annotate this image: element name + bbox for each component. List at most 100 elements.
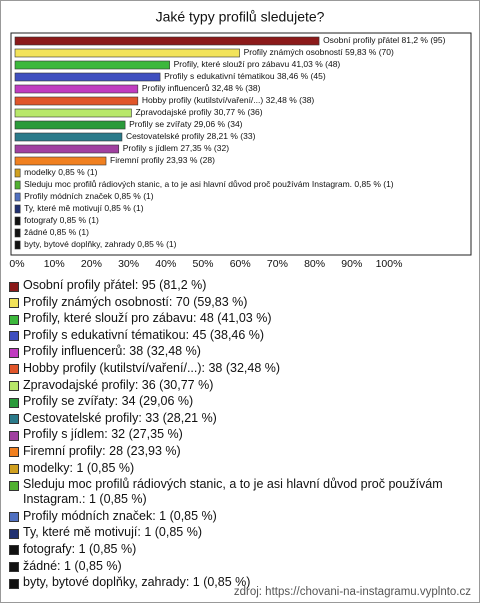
legend-swatch — [9, 381, 19, 392]
x-tick-label: 0% — [9, 258, 24, 270]
legend-item: Profily influencerů: 38 (32,48 %) — [9, 344, 471, 359]
bar-value-label: 0,85 % (1) — [50, 227, 89, 237]
bar-value-label: 0,85 % (1) — [58, 167, 97, 177]
bar-value-label: 23,93 % (28) — [166, 155, 215, 165]
x-tick-label: 90% — [341, 258, 362, 270]
legend-label: Sleduju moc profilů rádiových stanic, a … — [23, 477, 443, 507]
plot-frame — [10, 32, 472, 256]
bar-category: Profily módních značek — [24, 191, 113, 201]
plot: Jaké typy profilů sledujete? 0% 10% 20% 30%… — [9, 9, 472, 270]
bar — [14, 36, 320, 46]
bar-label: žádné 0,85 % (1) — [24, 227, 89, 237]
legend-swatch — [9, 512, 19, 523]
legend-item: Hobby profily (kutilství/vaření/...): 38… — [9, 361, 471, 376]
legend-swatch — [9, 447, 19, 458]
x-tick-label: 30% — [118, 258, 139, 270]
bar-label: Profily módních značek 0,85 % (1) — [24, 191, 154, 201]
bar-category: Profily, které slouží pro zábavu — [174, 59, 290, 69]
bar-label: Profily s jídlem 27,35 % (32) — [123, 143, 229, 153]
legend-swatch — [9, 480, 19, 491]
bar-value-label: 0,85 % (1) — [60, 215, 99, 225]
bar — [14, 96, 139, 106]
chart-title: Jaké typy profilů sledujete? — [156, 9, 325, 25]
x-tick-label: 40% — [155, 258, 176, 270]
bar-value-label: 0,85 % (1) — [137, 239, 176, 249]
bar-label: Ty, které mě motivují 0,85 % (1) — [24, 203, 144, 213]
legend-label: Profily se zvířaty: 34 (29,06 %) — [23, 394, 194, 409]
bar — [14, 60, 170, 70]
legend-label: Profily módních značek: 1 (0,85 %) — [23, 508, 217, 523]
legend-swatch — [9, 314, 19, 325]
bar-label: Profily se zvířaty 29,06 % (34) — [129, 119, 243, 129]
bar-category: Firemní profily — [110, 155, 165, 165]
bar — [14, 108, 132, 118]
legend-item: byty, bytové doplňky, zahrady: 1 (0,85 %… — [9, 575, 471, 590]
bar — [14, 72, 161, 82]
bar-category: Zpravodajské profily — [135, 107, 212, 117]
legend-label: Profily s edukativní tématikou: 45 (38,4… — [23, 327, 265, 342]
bar-label: Profily influencerů 32,48 % (38) — [142, 83, 261, 93]
legend-label: fotografy: 1 (0,85 %) — [23, 541, 137, 556]
x-tick-label: 70% — [267, 258, 288, 270]
bar-label: byty, bytové doplňky, zahrady 0,85 % (1) — [24, 239, 176, 249]
legend-label: Profily, které slouží pro zábavu: 48 (41… — [23, 311, 272, 326]
legend-swatch — [9, 298, 19, 309]
bar-value-label: 0,85 % (1) — [354, 179, 393, 189]
bar — [14, 120, 126, 130]
x-tick-label: 100% — [376, 258, 403, 270]
legend-item: Profily s edukativní tématikou: 45 (38,4… — [9, 328, 471, 343]
source: zdroj: https://chovani-na-instagramu.vyp… — [233, 586, 471, 598]
legend-item: Profily módních značek: 1 (0,85 %) — [9, 509, 471, 524]
bar-label: Firemní profily 23,93 % (28) — [110, 155, 215, 165]
legend-swatch — [9, 430, 19, 441]
legend-item: Profily známých osobností: 70 (59,83 %) — [9, 295, 471, 310]
bar-value-label: 32,48 % (38) — [212, 83, 261, 93]
legend-item: žádné: 1 (0,85 %) — [9, 559, 471, 574]
bar-category: Ty, které mě motivují — [24, 203, 102, 213]
legend-swatch — [9, 331, 19, 342]
legend-item: Profily, které slouží pro zábavu: 48 (41… — [9, 311, 471, 326]
legend-item: fotografy: 1 (0,85 %) — [9, 542, 471, 557]
bar-value-label: 0,85 % (1) — [104, 203, 143, 213]
legend-label: žádné: 1 (0,85 %) — [23, 558, 122, 573]
bar-category: Profily s edukativní tématikou — [164, 71, 275, 81]
legend-item: Ty, které mě motivují: 1 (0,85 %) — [9, 525, 471, 540]
bar-value-label: 0,85 % (1) — [114, 191, 153, 201]
bar-category: Profily známých osobností — [244, 47, 344, 57]
bar-category: Sleduju moc profilů rádiových stanic, a … — [24, 179, 352, 189]
legend-label: Hobby profily (kutilství/vaření/...): 38… — [23, 360, 281, 375]
legend-label: Cestovatelské profily: 33 (28,21 %) — [23, 410, 217, 425]
legend-label: Profily influencerů: 38 (32,48 %) — [23, 344, 201, 359]
bar — [14, 48, 240, 58]
bar-category: fotografy — [24, 215, 58, 225]
legend-item: Profily s jídlem: 32 (27,35 %) — [9, 427, 471, 442]
legend-label: Zpravodajské profily: 36 (30,77 %) — [23, 377, 214, 392]
legend-swatch — [9, 347, 19, 358]
legend-item: Cestovatelské profily: 33 (28,21 %) — [9, 411, 471, 426]
bar-label: fotografy 0,85 % (1) — [24, 215, 99, 225]
bar — [14, 156, 107, 166]
bar-label: Profily s edukativní tématikou 38,46 % (… — [164, 71, 326, 81]
bar — [14, 192, 21, 202]
legend-label: modelky: 1 (0,85 %) — [23, 460, 135, 475]
x-tick-label: 50% — [192, 258, 213, 270]
legend: Osobní profily přátel: 95 (81,2 %) Profil… — [9, 278, 471, 592]
legend-item: modelky: 1 (0,85 %) — [9, 461, 471, 476]
x-tick-label: 80% — [304, 258, 325, 270]
bar-value-label: 27,35 % (32) — [180, 143, 229, 153]
bar-value-label: 41,03 % (48) — [292, 59, 341, 69]
bar-label: modelky 0,85 % (1) — [24, 167, 97, 177]
legend-label: byty, bytové doplňky, zahrady: 1 (0,85 %… — [23, 575, 251, 590]
legend-swatch — [9, 414, 19, 425]
bar-label: Osobní profily přátel 81,2 % (95) — [323, 35, 446, 45]
legend-item: Zpravodajské profily: 36 (30,77 %) — [9, 378, 471, 393]
bar-category: Profily influencerů — [142, 83, 210, 93]
bar-value-label: 81,2 % (95) — [402, 35, 446, 45]
legend-swatch — [9, 364, 19, 375]
bar-category: modelky — [24, 167, 56, 177]
legend-label: Osobní profily přátel: 95 (81,2 %) — [23, 278, 207, 292]
bar-label: Profily, které slouží pro zábavu 41,03 %… — [174, 59, 341, 69]
legend-label: Firemní profily: 28 (23,93 %) — [23, 443, 181, 458]
legend-swatch — [9, 578, 19, 589]
bar-label: Cestovatelské profily 28,21 % (33) — [126, 131, 256, 141]
